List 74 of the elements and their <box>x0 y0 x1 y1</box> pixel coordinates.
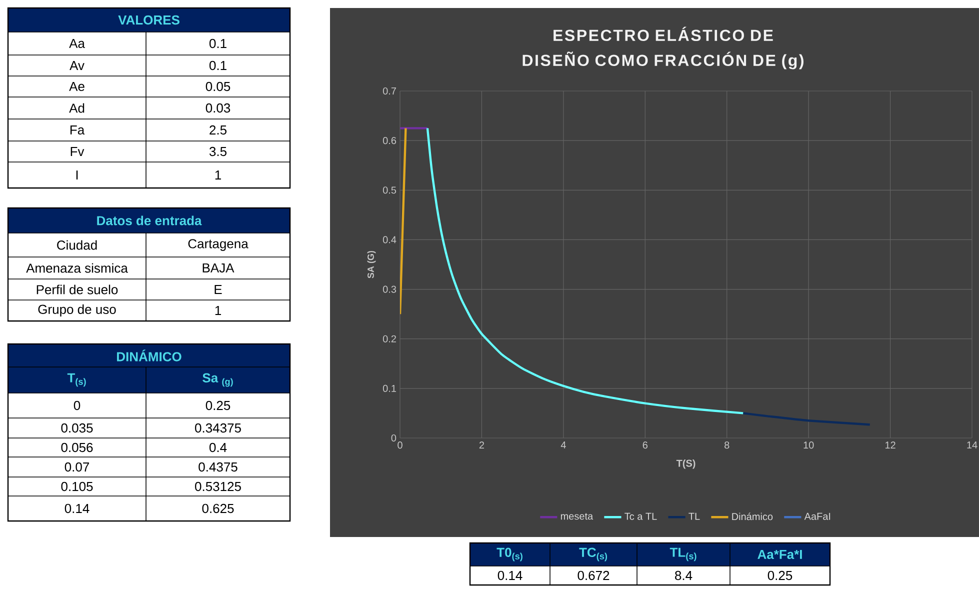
text: T0$_{(s)}$ <box>496 548 522 562</box>
text: 3.5 <box>209 146 226 156</box>
text: 0.07 <box>64 462 89 472</box>
text: 0.05 <box>206 82 230 92</box>
legend-label: TL <box>688 512 700 520</box>
y-tick-label: 0.6 <box>382 137 396 144</box>
y-tick-label: 0.1 <box>382 384 396 392</box>
text: 1 <box>215 170 221 180</box>
text: Ae <box>69 82 84 92</box>
text: Cartagena <box>188 239 248 251</box>
text: 0.25 <box>206 400 230 410</box>
text: 0.25 <box>768 570 792 580</box>
text: Amenaza sismica <box>26 263 128 273</box>
text: E <box>214 285 222 294</box>
x-axis-title: T(S) <box>676 459 696 469</box>
text: Grupo de uso <box>38 304 116 317</box>
text: T$_{(s)}$ <box>67 373 86 387</box>
text: 0.1 <box>209 60 226 70</box>
text: 2.5 <box>210 125 226 135</box>
x-tick-label: 8 <box>724 442 730 449</box>
y-tick-label: 0 <box>391 434 396 442</box>
text: Av <box>70 61 84 70</box>
x-tick-label: 2 <box>479 442 484 449</box>
text: 0.105 <box>61 482 93 492</box>
text: 0.34375 <box>195 423 241 433</box>
text: 0.672 <box>578 570 610 580</box>
y-tick-label: 0.7 <box>382 87 396 95</box>
text: Ad <box>69 103 84 113</box>
text: 0.4 <box>209 442 227 452</box>
text: 1 <box>215 306 221 315</box>
y-tick-label: 0.2 <box>382 335 396 342</box>
legend-label: AaFaI <box>804 512 830 520</box>
legend-label: Dinámico <box>732 512 773 520</box>
text: I <box>76 170 78 180</box>
y-axis-title: SA (G) <box>367 250 376 278</box>
text: Fv <box>70 147 84 156</box>
text: 0.03 <box>206 103 230 113</box>
legend-label: Tc a TL <box>624 512 657 520</box>
text: VALORES <box>118 15 180 25</box>
line-series <box>400 127 407 316</box>
text: 0.035 <box>61 423 93 433</box>
text: 0 <box>74 400 80 410</box>
text: Datos de entrada <box>97 216 202 226</box>
text: Fa <box>70 125 85 135</box>
text: Ciudad <box>57 240 97 250</box>
y-tick-label: 0.4 <box>382 236 396 244</box>
text: Sa $_{(g)}$ <box>202 373 233 387</box>
text: 0.1 <box>209 38 226 48</box>
text: TC$_{(s)}$ <box>579 548 608 562</box>
x-tick-label: 4 <box>560 442 566 448</box>
text: 0.53125 <box>195 482 241 492</box>
text: DINÁMICO <box>117 350 182 362</box>
x-tick-label: 14 <box>967 442 978 448</box>
text: 0.4375 <box>198 462 238 472</box>
x-tick-label: 6 <box>642 442 648 449</box>
text: 0.14 <box>64 504 90 514</box>
y-tick-label: 0.5 <box>382 186 396 194</box>
text: 8.4 <box>675 570 692 580</box>
text: Aa <box>69 38 85 48</box>
text: 0.14 <box>498 570 522 580</box>
line-series <box>426 127 744 414</box>
chart-title: ESPECTRO ELÁSTICO DE DISEÑO COMO FRACCIÓN DE (g) <box>522 26 804 70</box>
text: TL$_{(s)}$ <box>670 548 696 562</box>
text: Aa*Fa*I <box>758 550 802 560</box>
x-tick-label: 12 <box>885 442 896 449</box>
legend-label: meseta <box>560 513 594 520</box>
x-tick-label: 10 <box>804 442 814 449</box>
text: 0.056 <box>61 442 93 452</box>
text: 0.625 <box>202 504 234 514</box>
text: BAJA <box>202 263 234 273</box>
text: Perfil de suelo <box>36 284 118 294</box>
x-tick-label: 0 <box>398 442 402 449</box>
line-series <box>742 412 871 426</box>
y-tick-label: 0.3 <box>382 286 396 293</box>
